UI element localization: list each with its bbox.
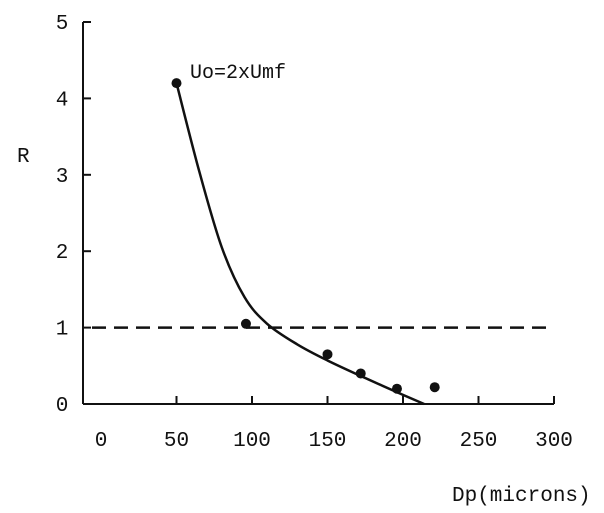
- fit-curve-group: [175, 82, 425, 406]
- data-points-group: [171, 78, 440, 394]
- x-axis-label: Dp(microns): [452, 485, 591, 508]
- data-point: [171, 78, 182, 89]
- y-tick-label: 0: [56, 395, 69, 418]
- x-tick-label: 50: [164, 430, 189, 453]
- data-point: [429, 382, 440, 393]
- y-tick-label: 4: [56, 89, 69, 112]
- y-tick-label: 1: [56, 319, 69, 342]
- y-tick-label: 2: [56, 242, 69, 265]
- x-tick-label: 250: [460, 430, 498, 453]
- fit-curve: [175, 82, 425, 406]
- x-tick-label: 150: [309, 430, 347, 453]
- x-tick-label: 0: [95, 430, 108, 453]
- axes: [82, 22, 554, 405]
- chart-annotation: Uo=2xUmf: [190, 62, 286, 85]
- y-axis-label: R: [17, 146, 30, 169]
- data-point: [355, 368, 366, 379]
- y-tick-label: 3: [56, 166, 69, 189]
- data-point: [391, 383, 402, 394]
- data-point: [322, 349, 333, 360]
- x-tick-label: 200: [384, 430, 422, 453]
- x-tick-label: 100: [233, 430, 271, 453]
- y-tick-label: 5: [56, 13, 69, 36]
- data-point: [240, 318, 251, 329]
- x-tick-label: 300: [535, 430, 573, 453]
